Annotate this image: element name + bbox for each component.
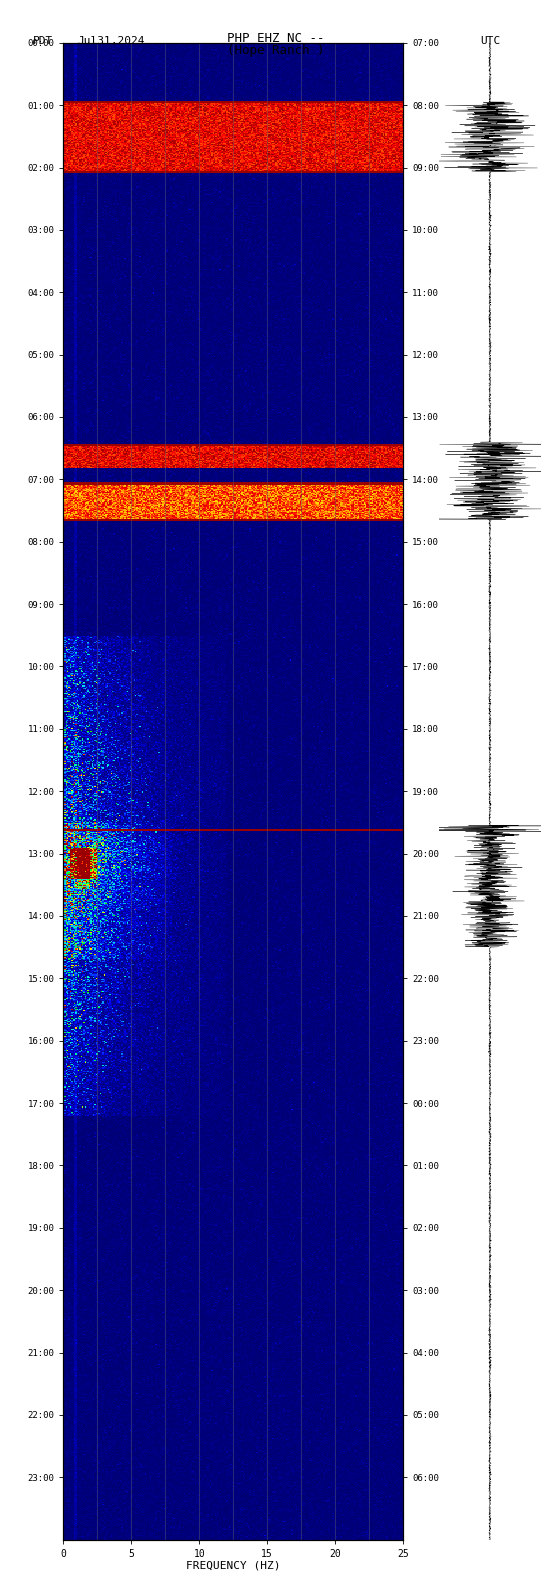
Text: (Hope Ranch ): (Hope Ranch ) [227,44,325,57]
Text: UTC: UTC [480,36,501,46]
Text: PHP EHZ NC --: PHP EHZ NC -- [227,32,325,44]
Text: Jul31,2024: Jul31,2024 [77,36,145,46]
Text: PDT: PDT [33,36,54,46]
X-axis label: FREQUENCY (HZ): FREQUENCY (HZ) [186,1560,280,1570]
